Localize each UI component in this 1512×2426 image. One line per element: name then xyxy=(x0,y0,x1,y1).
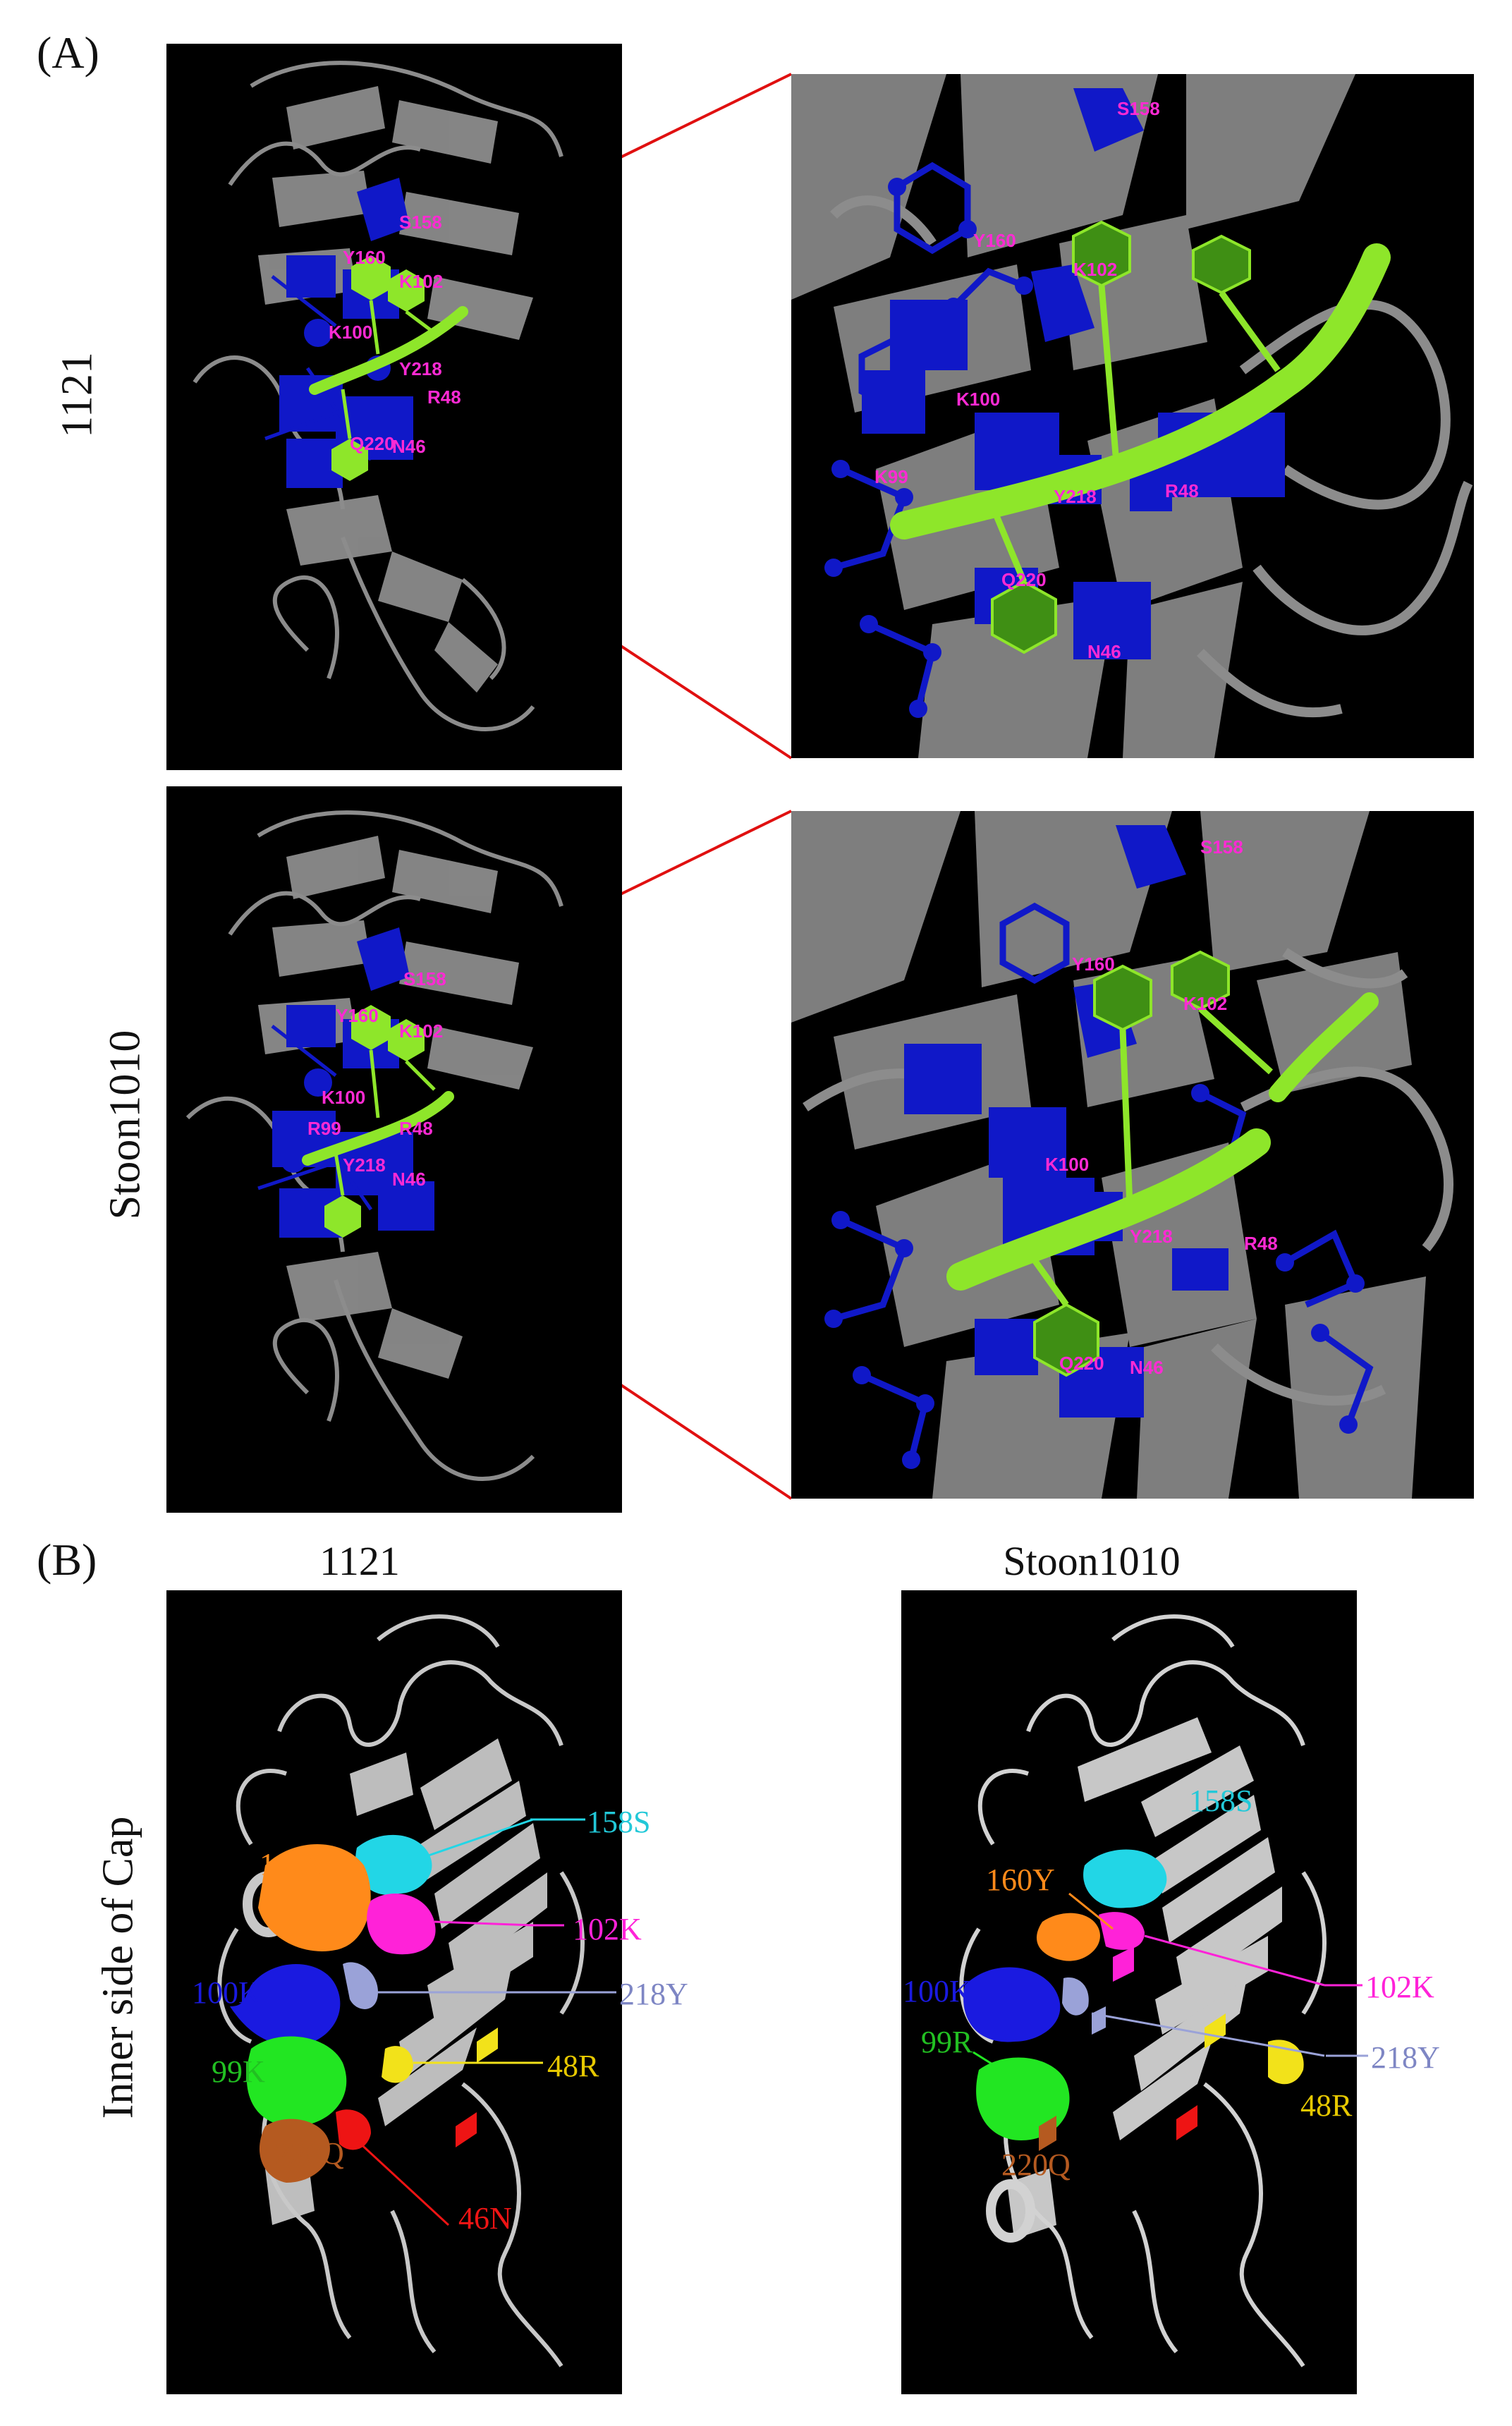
label-1121-zoom-k102: K102 xyxy=(1073,259,1117,280)
surface-stoon1010 xyxy=(901,1590,1357,2394)
panel-a-label: (A) xyxy=(37,28,99,78)
label-1121-zoom-k99: K99 xyxy=(874,466,908,487)
label-stoon-zoom-y160: Y160 xyxy=(1072,953,1115,975)
structure-1121-overview: S158 Y160 K102 K100 Y218 R48 Q220 N46 xyxy=(166,44,622,770)
label-stoon-zoom-q220: Q220 xyxy=(1059,1353,1104,1374)
structure-stoon1010-zoom-svg: S158 Y160 K102 K100 Y218 R48 Q220 N46 xyxy=(791,811,1453,1499)
label-1121-zoom-r48: R48 xyxy=(1165,480,1199,501)
label-1121-zoom-n46: N46 xyxy=(1087,641,1121,662)
label-1121-k100: K100 xyxy=(329,322,372,343)
label-stoon-k100: K100 xyxy=(322,1087,365,1108)
surface-stoon-helix xyxy=(986,2179,1035,2243)
label-b-1121-218y: 218Y xyxy=(619,1977,688,2011)
row-label-inner-side-of-cap: Inner side of Cap xyxy=(94,1816,142,2119)
label-1121-k102: K102 xyxy=(399,271,443,292)
label-b-stoon-218y: 218Y xyxy=(1371,2040,1440,2075)
label-stoon-y218: Y218 xyxy=(343,1154,386,1176)
label-1121-s158: S158 xyxy=(399,212,442,233)
structure-stoon1010-zoom: S158 Y160 K102 K100 Y218 R48 Q220 N46 xyxy=(791,811,1474,1499)
label-1121-y160: Y160 xyxy=(343,247,386,268)
label-stoon-s158: S158 xyxy=(403,968,446,989)
label-stoon-k102: K102 xyxy=(399,1020,443,1042)
label-stoon-r48: R48 xyxy=(399,1118,433,1139)
structure-stoon1010-overview: S158 Y160 K102 K100 R99 R48 Y218 N46 xyxy=(166,786,622,1513)
label-stoon-n46: N46 xyxy=(392,1169,426,1190)
surface-1121 xyxy=(166,1590,622,2394)
label-1121-y218: Y218 xyxy=(399,358,442,379)
label-stoon-zoom-r48: R48 xyxy=(1244,1233,1278,1254)
label-1121-zoom-s158: S158 xyxy=(1117,98,1160,119)
structure-stoon1010-overview-svg: S158 Y160 K102 K100 R99 R48 Y218 N46 xyxy=(185,810,563,1481)
label-1121-zoom-k100: K100 xyxy=(956,389,1000,410)
label-1121-q220: Q220 xyxy=(350,433,395,454)
surface-1121-svg xyxy=(217,1614,585,2367)
label-stoon-zoom-s158: S158 xyxy=(1200,836,1243,858)
panel-b-label: (B) xyxy=(37,1535,97,1585)
label-stoon-zoom-k102: K102 xyxy=(1183,993,1227,1014)
structure-1121-overview-svg: S158 Y160 K102 K100 Y218 R48 Q220 N46 xyxy=(193,61,563,731)
label-stoon-r99: R99 xyxy=(307,1118,341,1139)
label-1121-r48: R48 xyxy=(427,386,461,408)
label-1121-zoom-y218: Y218 xyxy=(1054,486,1097,507)
label-stoon-zoom-k100: K100 xyxy=(1045,1154,1089,1175)
surface-stoon1010-svg xyxy=(959,1614,1327,2367)
label-1121-n46: N46 xyxy=(392,436,426,457)
label-stoon-zoom-y218: Y218 xyxy=(1130,1226,1173,1247)
title-b-stoon1010: Stoon1010 xyxy=(1003,1538,1181,1584)
label-1121-zoom-y160: Y160 xyxy=(973,230,1016,251)
label-b-stoon-102k: 102K xyxy=(1365,1970,1434,2004)
row-label-1121: 1121 xyxy=(53,352,102,438)
structure-1121-zoom: S158 Y160 K102 K100 K99 Y218 R48 Q220 N4… xyxy=(791,74,1474,758)
title-b-1121: 1121 xyxy=(319,1538,400,1584)
label-1121-zoom-q220: Q220 xyxy=(1001,569,1047,590)
label-stoon-y160: Y160 xyxy=(336,1005,379,1026)
structure-1121-zoom-svg: S158 Y160 K102 K100 K99 Y218 R48 Q220 N4… xyxy=(791,74,1473,758)
row-label-stoon1010: Stoon1010 xyxy=(101,1030,150,1220)
label-stoon-zoom-n46: N46 xyxy=(1130,1357,1164,1378)
